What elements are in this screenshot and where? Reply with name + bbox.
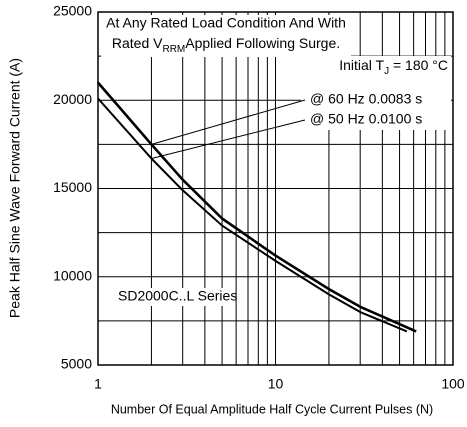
y-tick-label: 20000 [53,91,92,107]
annotation: At Any Rated Load Condition And With [106,15,346,31]
annotation-part: Rated V [112,35,163,51]
annotation-part: Applied Following Surge. [185,35,340,51]
y-tick-label: 5000 [61,356,92,372]
y-tick-label: 10000 [53,267,92,283]
series-line [97,81,417,333]
leader-line [151,119,306,159]
annotation: Initial TJ = 180 °C [339,57,448,77]
plot-frame [97,11,454,366]
leader-line [151,99,306,145]
label-bg [307,92,451,108]
series-label: @ 50 Hz 0.0100 s [310,111,422,127]
annotation-bg [112,288,232,306]
series-line [97,97,408,333]
annotation-part: RRM [162,44,185,55]
x-tick-label: 1 [94,376,102,392]
y-axis-label: Peak Half Sine Wave Forward Current (A) [7,58,23,318]
annotation-bg [101,15,351,57]
annotation: SD2000C..L Series [118,288,237,304]
label-bg [307,112,451,128]
series-label: @ 60 Hz 0.0083 s [310,91,422,107]
y-tick-label: 15000 [53,179,92,195]
y-tick-label: 25000 [53,3,92,19]
x-tick-label: 100 [441,376,465,392]
annotation-part: = 180 °C [389,57,448,73]
annotation-part: J [384,66,389,77]
x-tick-label: 10 [268,376,284,392]
annotation-part: Initial T [339,57,384,73]
annotation: Rated VRRMApplied Following Surge. [112,35,340,55]
x-axis-label: Number Of Equal Amplitude Half Cycle Cur… [111,402,433,416]
